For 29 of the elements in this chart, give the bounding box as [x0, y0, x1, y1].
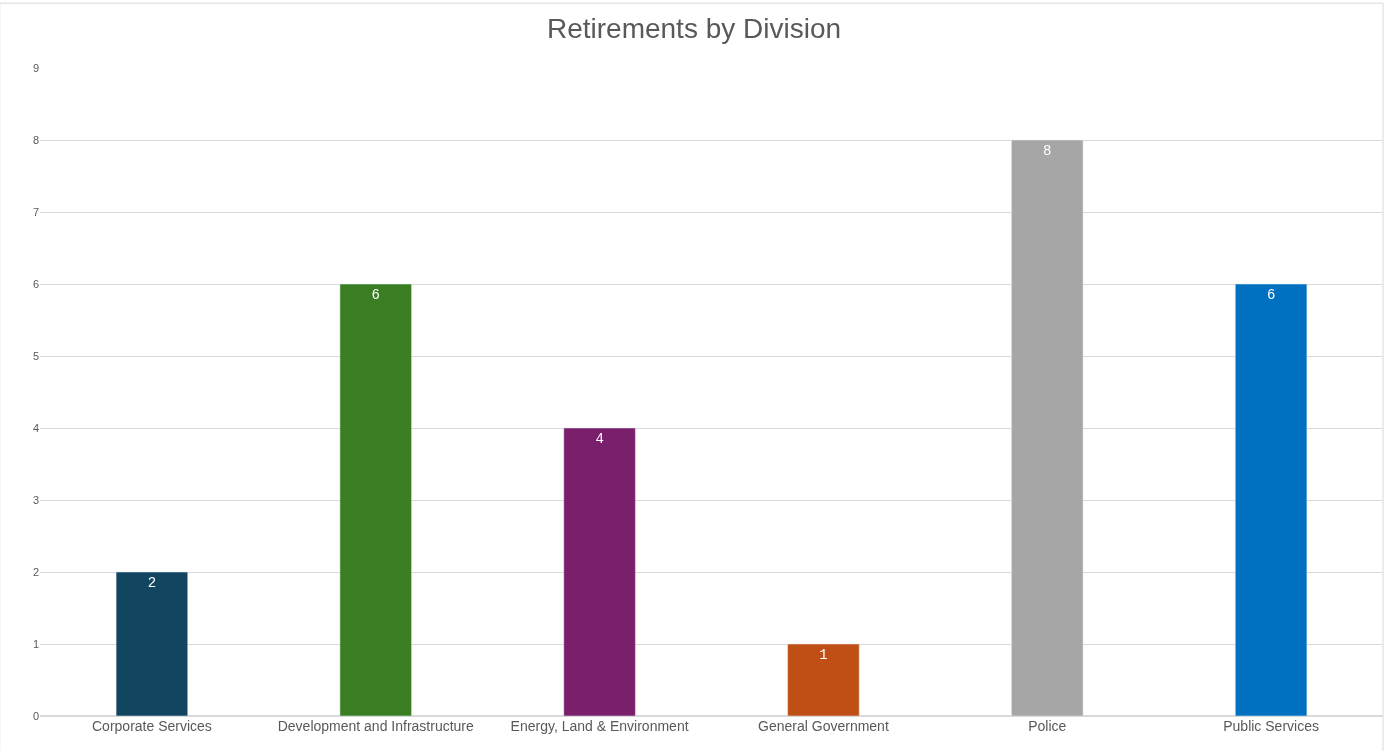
- data-label: 6: [1266, 287, 1276, 303]
- y-tick-label: 7: [32, 205, 39, 218]
- x-tick-label: Energy, Land & Environment: [510, 718, 689, 734]
- y-tick-label: 0: [32, 709, 39, 722]
- y-tick-label: 4: [32, 421, 39, 434]
- y-tick-label: 1: [32, 637, 39, 650]
- bar: [787, 643, 860, 716]
- data-label: 8: [1043, 143, 1052, 159]
- bar: [1235, 283, 1308, 716]
- y-tick-label: 9: [32, 61, 39, 74]
- x-tick-label: Public Services: [1223, 718, 1319, 734]
- x-tick-label: Corporate Services: [92, 718, 212, 734]
- x-tick-label: Police: [1028, 718, 1067, 734]
- y-tick-label: 2: [32, 565, 39, 578]
- y-tick-label: 3: [32, 493, 39, 506]
- data-label: 2: [147, 575, 157, 591]
- bar: [115, 571, 188, 716]
- data-label: 4: [595, 431, 604, 447]
- y-tick-label: 5: [32, 349, 39, 362]
- y-tick-label: 8: [32, 133, 39, 146]
- x-tick-label: General Government: [758, 718, 889, 734]
- bar: [1011, 139, 1084, 716]
- bar: [339, 283, 412, 716]
- bar: [563, 427, 636, 716]
- x-tick-label: Development and Infrastructure: [277, 718, 475, 734]
- chart-title: Retirements by Division: [546, 13, 842, 45]
- data-label: 1: [819, 647, 828, 663]
- y-tick-label: 6: [32, 277, 39, 290]
- data-label: 6: [371, 287, 380, 303]
